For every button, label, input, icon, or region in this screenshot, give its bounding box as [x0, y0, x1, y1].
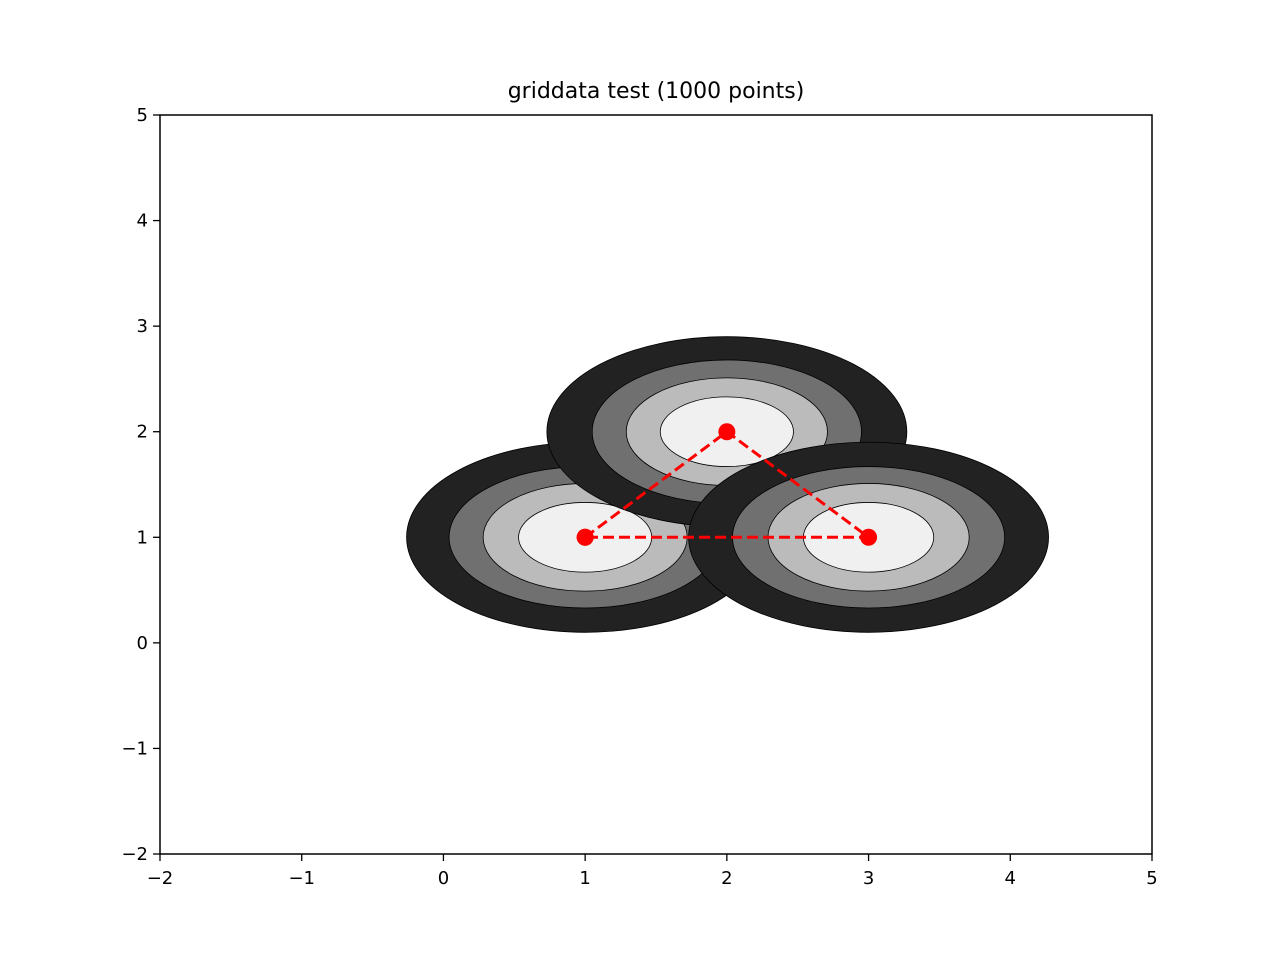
x-tick-label: 3 [863, 868, 874, 889]
plot-frame [159, 114, 1153, 855]
y-tick-label: −1 [121, 738, 148, 759]
data-point [576, 528, 594, 546]
y-tick-label: 4 [137, 211, 148, 232]
data-point [718, 423, 736, 441]
data-point [860, 528, 878, 546]
y-axis: −2 −1 0 1 2 3 4 5 [121, 105, 160, 865]
y-tick-label: 3 [137, 316, 148, 337]
x-tick-label: 1 [579, 868, 590, 889]
x-tick-label: −1 [288, 868, 315, 889]
y-tick-label: 1 [137, 527, 148, 548]
series-line-0 [584, 430, 871, 539]
x-tick-label: 0 [438, 868, 449, 889]
y-tick-label: 2 [137, 422, 148, 443]
y-tick-label: 5 [137, 105, 148, 126]
y-tick-label: −2 [121, 844, 148, 865]
x-tick-label: −2 [147, 868, 174, 889]
series-layer [576, 423, 878, 546]
chart-title: griddata test (1000 points) [508, 79, 805, 104]
x-axis: −2 −1 0 1 2 3 4 5 [147, 854, 1158, 889]
x-tick-label: 2 [721, 868, 732, 889]
y-tick-label: 0 [137, 633, 148, 654]
x-tick-label: 4 [1005, 868, 1016, 889]
x-tick-label: 5 [1146, 868, 1157, 889]
